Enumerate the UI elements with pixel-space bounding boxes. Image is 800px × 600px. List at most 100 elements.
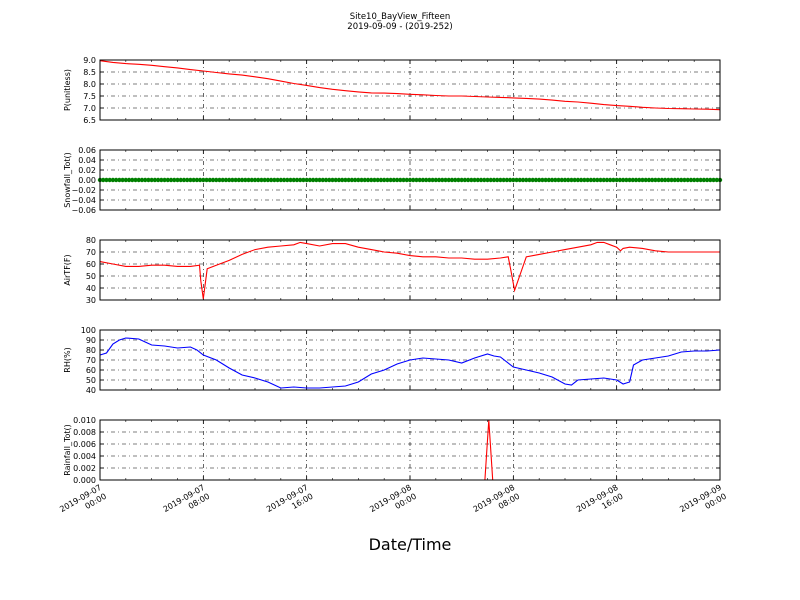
- data-point: [430, 177, 435, 183]
- data-point: [646, 177, 652, 183]
- y-tick-label: 50: [86, 272, 96, 281]
- data-point: [701, 177, 707, 183]
- data-point: [265, 177, 271, 183]
- subplot-airtemp: 30 40 50 60 70 80 AirTF(F): [63, 236, 721, 305]
- y-tick-label: 0.06: [78, 146, 96, 155]
- data-point: [104, 177, 109, 183]
- data-point: [110, 177, 116, 183]
- subplot-rainfall: 0.000 0.002 0.004 0.006 0.008 0.010Rainfall_T…: [63, 416, 721, 485]
- data-point: [178, 177, 183, 183]
- data-point: [317, 177, 322, 183]
- axes-frame: [99, 149, 721, 211]
- data-point: [604, 177, 610, 183]
- data-point: [536, 177, 542, 183]
- data-point: [294, 177, 300, 183]
- chart-subtitle: 2019-09-09 - (2019-252): [347, 22, 452, 32]
- y-tick-label: 0.04: [78, 156, 96, 165]
- subplot-snowfall: −0.06−0.04−0.020.000.020.040.06 Snowfall_…: [63, 146, 723, 215]
- data-point: [323, 177, 329, 183]
- y-tick-label: 6.5: [83, 116, 96, 125]
- y-tick-label: −0.02: [71, 186, 96, 195]
- y-tick-label: 9.0: [83, 56, 96, 65]
- data-point: [262, 177, 267, 183]
- data-point: [453, 177, 458, 183]
- series-line: [99, 337, 721, 389]
- data-point: [695, 177, 700, 183]
- data-point: [388, 177, 393, 183]
- data-point: [666, 177, 671, 183]
- data-point: [214, 177, 219, 183]
- data-point: [385, 177, 390, 183]
- data-point: [404, 177, 409, 183]
- subplot-pressure: 6.5 7.0 7.5 8.0 8.5 9.0 P(unitless): [63, 56, 721, 125]
- data-point: [643, 177, 648, 183]
- data-point: [149, 177, 154, 183]
- data-point: [656, 177, 661, 183]
- data-point: [704, 177, 710, 183]
- data-point: [498, 177, 503, 183]
- series-line: [99, 60, 721, 111]
- data-point: [620, 177, 626, 183]
- data-point: [288, 177, 293, 183]
- y-tick-label: 0.010: [73, 416, 96, 425]
- data-point: [566, 177, 571, 183]
- data-point: [188, 177, 193, 183]
- data-point: [427, 177, 432, 183]
- data-point: [582, 177, 587, 183]
- y-tick-label: 80: [86, 236, 96, 245]
- data-point: [443, 177, 448, 183]
- data-point: [507, 177, 513, 183]
- data-point: [679, 177, 684, 183]
- data-point: [259, 177, 264, 183]
- data-point: [543, 177, 548, 183]
- data-point: [191, 177, 196, 183]
- data-point: [136, 177, 141, 183]
- data-point: [339, 177, 345, 183]
- data-point: [491, 177, 497, 183]
- data-point: [272, 177, 277, 183]
- data-point: [659, 177, 665, 183]
- y-tick-label: −0.06: [71, 206, 96, 215]
- data-point: [569, 177, 574, 183]
- data-point: [685, 177, 690, 183]
- y-axis-label: Snowfall_Tot(): [63, 152, 72, 208]
- data-point: [155, 177, 161, 183]
- data-point: [482, 177, 487, 183]
- data-point: [359, 177, 364, 183]
- data-point: [627, 177, 632, 183]
- data-point: [256, 177, 261, 183]
- data-point: [278, 177, 284, 183]
- data-point: [475, 177, 481, 183]
- data-point: [362, 177, 367, 183]
- data-point: [682, 177, 687, 183]
- data-point: [165, 177, 171, 183]
- data-point: [423, 177, 429, 183]
- y-axis-label: AirTF(F): [63, 254, 72, 285]
- y-tick-label: 70: [86, 248, 96, 257]
- data-point: [314, 177, 319, 183]
- y-tick-label: 0.000: [73, 476, 96, 485]
- data-point: [711, 177, 716, 183]
- data-point: [624, 177, 629, 183]
- data-point: [411, 177, 416, 183]
- data-point: [369, 177, 374, 183]
- data-point: [433, 177, 439, 183]
- data-point: [601, 177, 606, 183]
- data-point: [391, 177, 397, 183]
- data-point: [662, 177, 668, 183]
- data-point: [252, 177, 258, 183]
- axes-frame: [99, 239, 721, 301]
- data-point: [672, 177, 677, 183]
- data-point: [223, 177, 229, 183]
- data-point: [304, 177, 309, 183]
- data-point: [714, 177, 719, 183]
- y-tick-label: 30: [86, 296, 96, 305]
- y-tick-label: 7.0: [83, 104, 96, 113]
- data-point: [436, 177, 442, 183]
- data-point: [504, 177, 510, 183]
- data-point: [343, 177, 348, 183]
- data-point: [462, 177, 468, 183]
- data-point: [117, 177, 122, 183]
- data-point: [249, 177, 254, 183]
